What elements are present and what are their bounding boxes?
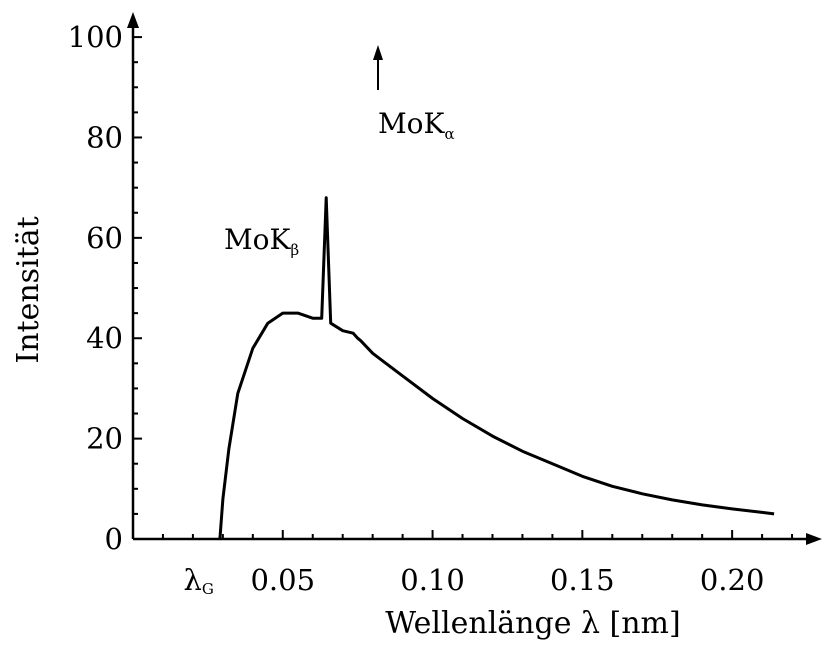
axes: [127, 12, 822, 545]
y-axis-arrowhead: [127, 12, 139, 28]
lambda-g-label: λG: [183, 563, 213, 598]
y-tick-label: 0: [105, 522, 123, 556]
mok-beta-label: MoKβ: [224, 223, 299, 259]
y-tick-label: 40: [86, 321, 123, 355]
y-tick-label: 80: [86, 120, 123, 154]
mok-alpha-label: MoKα: [378, 107, 455, 143]
mok-beta-label-subscript: β: [290, 241, 299, 259]
mok-alpha-label-subscript: α: [444, 125, 454, 143]
y-tick-label: 100: [68, 20, 123, 54]
lambda-g-subscript: G: [202, 580, 214, 598]
annotations: MoKβ MoKα: [224, 45, 455, 259]
ticks: 0 20 40 60 80 100 0.05 0.10 0.15 0.20 λG: [68, 20, 794, 598]
x-axis-arrowhead: [806, 533, 822, 545]
y-tick-label: 60: [86, 221, 123, 255]
x-tick-label: 0.20: [700, 563, 765, 597]
off-scale-arrowhead: [373, 45, 383, 60]
spectrum-line: [218, 196, 775, 539]
x-axis-title: Wellenlänge λ [nm]: [385, 606, 680, 641]
x-tick-label: 0.05: [250, 563, 315, 597]
y-tick-label: 20: [86, 422, 123, 456]
y-axis-title: Intensität: [11, 216, 46, 363]
x-tick-label: 0.15: [550, 563, 615, 597]
series: [218, 196, 775, 539]
x-tick-label: 0.10: [400, 563, 465, 597]
